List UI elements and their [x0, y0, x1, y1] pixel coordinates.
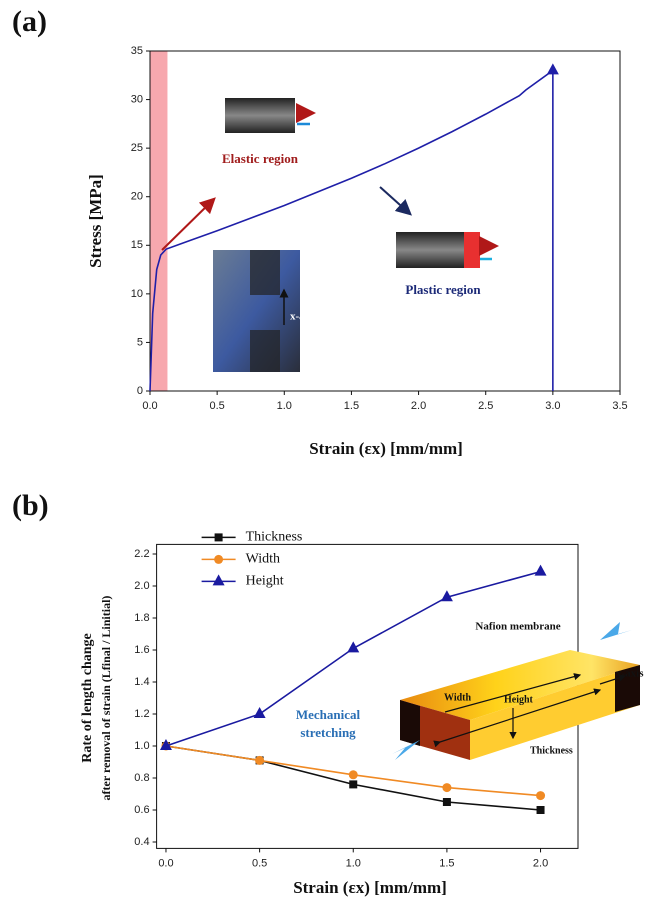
legend-label: Width — [246, 552, 280, 567]
marker — [215, 533, 223, 541]
y-tick-label: 1.0 — [134, 740, 149, 752]
marker — [443, 798, 451, 806]
y-tick-label: 0.6 — [134, 804, 149, 816]
x-tick-label: 0.0 — [158, 857, 173, 869]
marker — [255, 756, 264, 765]
y-tick-label: 1.4 — [134, 676, 149, 688]
y-tick-label: 2.2 — [134, 548, 149, 560]
marker — [547, 63, 559, 74]
annotation: Mechanical — [296, 707, 361, 722]
x-tick-label: 1.0 — [346, 857, 361, 869]
annotation: Elastic region — [222, 151, 299, 166]
x-tick-label: 3.0 — [545, 400, 560, 412]
illustration — [162, 98, 494, 372]
y-axis-label: Rate of length change — [80, 633, 95, 763]
x-tick-label: 0.5 — [209, 400, 224, 412]
panel-label: (a) — [12, 5, 47, 38]
y-tick-label: 1.8 — [134, 612, 149, 624]
marker — [254, 707, 266, 718]
x-tick-label: 0.0 — [142, 400, 157, 412]
marker — [537, 806, 545, 814]
series-line — [150, 70, 553, 391]
y-axis-label: Stress [MPa] — [86, 174, 105, 268]
marker — [536, 791, 545, 800]
y-tick-label: 0.4 — [134, 836, 149, 848]
y-tick-label: 10 — [131, 288, 143, 300]
x-axis-label: Strain (εx) [mm/mm] — [309, 439, 463, 458]
marker — [442, 783, 451, 792]
marker — [213, 574, 225, 585]
marker — [349, 780, 357, 788]
x-tick-label: 2.0 — [411, 400, 426, 412]
annotation: x-axis — [616, 668, 644, 680]
y-tick-label: 35 — [131, 45, 143, 57]
y-tick-label: 15 — [131, 239, 143, 251]
annotation: stretching — [300, 725, 356, 740]
x-tick-label: 3.5 — [612, 400, 627, 412]
annotation: x-axis — [290, 311, 318, 323]
x-tick-label: 2.0 — [533, 857, 548, 869]
marker — [349, 770, 358, 779]
y-axis-label: after removal of strain (Lfinal / Liniti… — [99, 596, 113, 801]
y-tick-label: 0 — [137, 385, 143, 397]
shaded-region — [150, 51, 167, 391]
y-tick-label: 1.6 — [134, 644, 149, 656]
annotation: Height — [504, 694, 534, 705]
x-tick-label: 1.5 — [439, 857, 454, 869]
legend-label: Thickness — [246, 530, 303, 545]
y-tick-label: 5 — [137, 336, 143, 348]
x-axis-label: Strain (εx) [mm/mm] — [293, 878, 447, 897]
plot-a: 0.0 0.5 1.0 1.5 2.0 2.5 3.0 3.5 0 5 10 15 20 25 30 35 — [131, 45, 628, 412]
x-tick-label: 0.5 — [252, 857, 267, 869]
panel-label: (b) — [12, 489, 49, 522]
y-tick-label: 20 — [131, 191, 143, 203]
marker — [535, 565, 547, 576]
illustration — [392, 622, 640, 760]
x-tick-label: 1.0 — [277, 400, 292, 412]
annotation: Plastic region — [405, 282, 481, 297]
y-tick-label: 25 — [131, 142, 143, 154]
figure: (a) (b) 0.0 0.5 1.0 1.5 2.0 2.5 3.0 3.5 0 5 10 15 20… — [0, 0, 648, 902]
y-tick-label: 1.2 — [134, 708, 149, 720]
annotation: Width — [444, 692, 471, 703]
y-tick-label: 0.8 — [134, 772, 149, 784]
annotation: Nafion membrane — [475, 621, 560, 633]
x-tick-label: 2.5 — [478, 400, 493, 412]
legend-label: Height — [246, 574, 284, 589]
x-tick-label: 1.5 — [344, 400, 359, 412]
y-tick-label: 2.0 — [134, 580, 149, 592]
marker — [214, 555, 223, 564]
y-tick-label: 30 — [131, 93, 143, 105]
annotation: Thickness — [530, 745, 573, 756]
